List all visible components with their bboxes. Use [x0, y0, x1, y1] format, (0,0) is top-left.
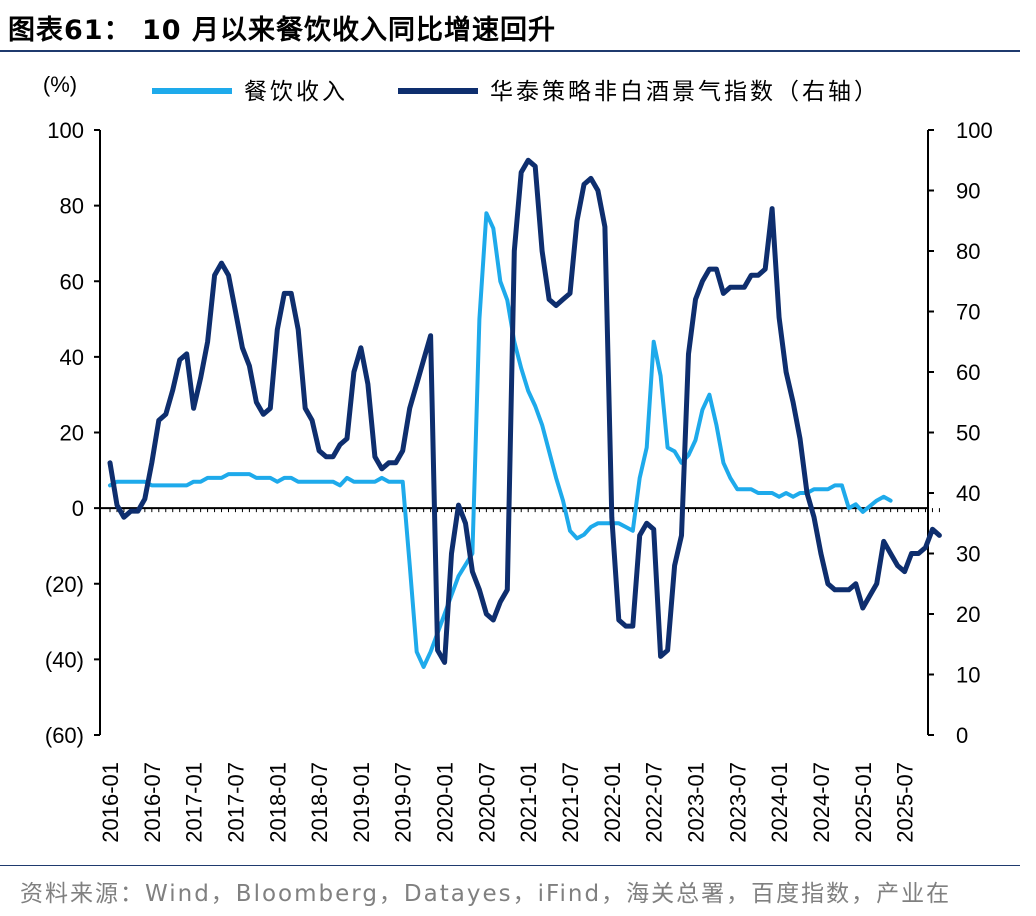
x-tick-label: 2024-07 — [809, 762, 834, 843]
y-left-tick-label: 60 — [60, 269, 84, 294]
y-right-tick-label: 50 — [956, 421, 980, 446]
x-tick-label: 2018-07 — [307, 762, 332, 843]
y-left-tick-label: 0 — [72, 496, 84, 521]
figure-title: 图表61： 10 月以来餐饮收入同比增速回升 — [8, 15, 556, 46]
x-tick-label: 2021-07 — [558, 762, 583, 843]
y-left-unit-label: (%) — [43, 72, 77, 97]
x-tick-label: 2020-07 — [474, 762, 499, 843]
chart-axes: (%)100806040200(20)(40)(60)1009080706050… — [43, 72, 993, 843]
y-right-tick-label: 20 — [956, 602, 980, 627]
y-left-tick-label: 80 — [60, 194, 84, 219]
legend-label: 餐饮收入 — [244, 79, 348, 105]
footer-divider — [0, 865, 1020, 866]
x-tick-label: 2025-07 — [893, 762, 918, 843]
x-tick-label: 2016-07 — [140, 762, 165, 843]
x-tick-label: 2023-01 — [683, 762, 708, 843]
source-note: 资料来源：Wind，Bloomberg，Datayes，iFind，海关总署，百… — [20, 881, 952, 907]
x-tick-label: 2019-07 — [391, 762, 416, 843]
y-right-tick-label: 30 — [956, 542, 980, 567]
y-left-tick-label: 100 — [47, 118, 84, 143]
series-line-catering-revenue — [108, 211, 893, 669]
title-divider — [0, 50, 1020, 52]
y-left-tick-label: 20 — [60, 421, 84, 446]
series-line-nonbaijiu-index — [107, 157, 942, 665]
x-tick-label: 2023-07 — [725, 762, 750, 843]
y-right-tick-label: 40 — [956, 481, 980, 506]
y-right-tick-label: 60 — [956, 360, 980, 385]
y-left-tick-label: 40 — [60, 345, 84, 370]
x-tick-label: 2022-01 — [600, 762, 625, 843]
x-tick-label: 2025-01 — [851, 762, 876, 843]
x-tick-label: 2024-01 — [767, 762, 792, 843]
x-tick-label: 2021-01 — [516, 762, 541, 843]
line-chart: (%)100806040200(20)(40)(60)1009080706050… — [43, 72, 993, 843]
y-left-tick-label: (40) — [45, 647, 84, 672]
y-left-tick-label: (20) — [45, 572, 84, 597]
legend-label: 华泰策略非白酒景气指数（右轴） — [490, 79, 880, 105]
x-tick-label: 2016-01 — [98, 762, 123, 843]
y-left-tick-label: (60) — [45, 723, 84, 748]
x-tick-label: 2019-01 — [349, 762, 374, 843]
y-right-tick-label: 70 — [956, 300, 980, 325]
y-right-tick-label: 0 — [956, 723, 968, 748]
x-tick-label: 2017-01 — [182, 762, 207, 843]
chart-legend: 餐饮收入 华泰策略非白酒景气指数（右轴） — [152, 79, 880, 105]
x-tick-label: 2017-07 — [223, 762, 248, 843]
x-tick-label: 2018-01 — [265, 762, 290, 843]
x-tick-label: 2020-01 — [433, 762, 458, 843]
y-right-tick-label: 10 — [956, 663, 980, 688]
y-right-tick-label: 90 — [956, 179, 980, 204]
x-tick-label: 2022-07 — [642, 762, 667, 843]
chart-series — [107, 157, 942, 669]
y-right-tick-label: 80 — [956, 239, 980, 264]
y-right-tick-label: 100 — [956, 118, 993, 143]
